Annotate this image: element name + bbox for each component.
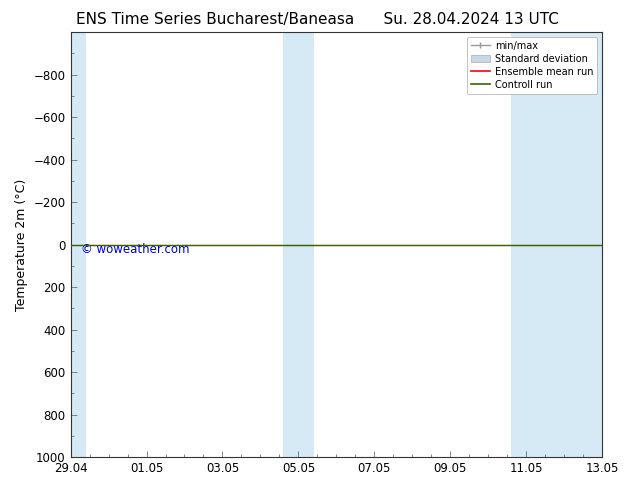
Bar: [70, 32, 86, 457]
Bar: [511, 32, 602, 457]
Text: © woweather.com: © woweather.com: [81, 243, 190, 255]
Legend: min/max, Standard deviation, Ensemble mean run, Controll run: min/max, Standard deviation, Ensemble me…: [467, 37, 597, 94]
Y-axis label: Temperature 2m (°C): Temperature 2m (°C): [15, 178, 28, 311]
Bar: [283, 32, 314, 457]
Text: ENS Time Series Bucharest/Baneasa      Su. 28.04.2024 13 UTC: ENS Time Series Bucharest/Baneasa Su. 28…: [75, 12, 559, 27]
